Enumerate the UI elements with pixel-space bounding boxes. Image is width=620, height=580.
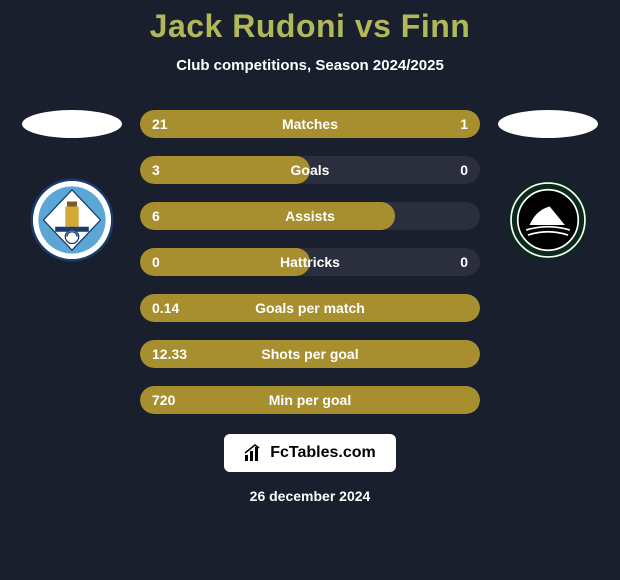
stat-value-right: 1 (460, 110, 468, 138)
player-avatar-left (22, 110, 122, 138)
club-badge-left (30, 178, 114, 262)
stat-row: 3Goals0 (140, 156, 480, 184)
right-player-col (498, 110, 598, 262)
stat-label: Min per goal (140, 386, 480, 414)
player-avatar-right (498, 110, 598, 138)
stat-row: 6Assists (140, 202, 480, 230)
plymouth-badge-icon (506, 178, 590, 262)
stat-row: 720Min per goal (140, 386, 480, 414)
page-title: Jack Rudoni vs Finn (150, 8, 471, 45)
stat-value-right: 0 (460, 248, 468, 276)
chart-icon (244, 444, 264, 462)
club-badge-right (506, 178, 590, 262)
stat-label: Goals (140, 156, 480, 184)
stat-value-right: 0 (460, 156, 468, 184)
main-area: 21Matches13Goals06Assists0Hattricks00.14… (0, 110, 620, 414)
date-text: 26 december 2024 (250, 488, 371, 504)
subtitle: Club competitions, Season 2024/2025 (176, 57, 444, 74)
left-player-col (22, 110, 122, 262)
comparison-card: Jack Rudoni vs Finn Club competitions, S… (0, 0, 620, 580)
coventry-badge-icon (30, 178, 114, 262)
stat-row: 0.14Goals per match (140, 294, 480, 322)
stat-label: Goals per match (140, 294, 480, 322)
brand-badge[interactable]: FcTables.com (224, 434, 396, 472)
stat-label: Assists (140, 202, 480, 230)
stat-label: Hattricks (140, 248, 480, 276)
brand-label: FcTables.com (270, 444, 376, 462)
stat-label: Shots per goal (140, 340, 480, 368)
stat-row: 21Matches1 (140, 110, 480, 138)
stat-row: 12.33Shots per goal (140, 340, 480, 368)
stat-row: 0Hattricks0 (140, 248, 480, 276)
stat-label: Matches (140, 110, 480, 138)
stats-list: 21Matches13Goals06Assists0Hattricks00.14… (140, 110, 480, 414)
